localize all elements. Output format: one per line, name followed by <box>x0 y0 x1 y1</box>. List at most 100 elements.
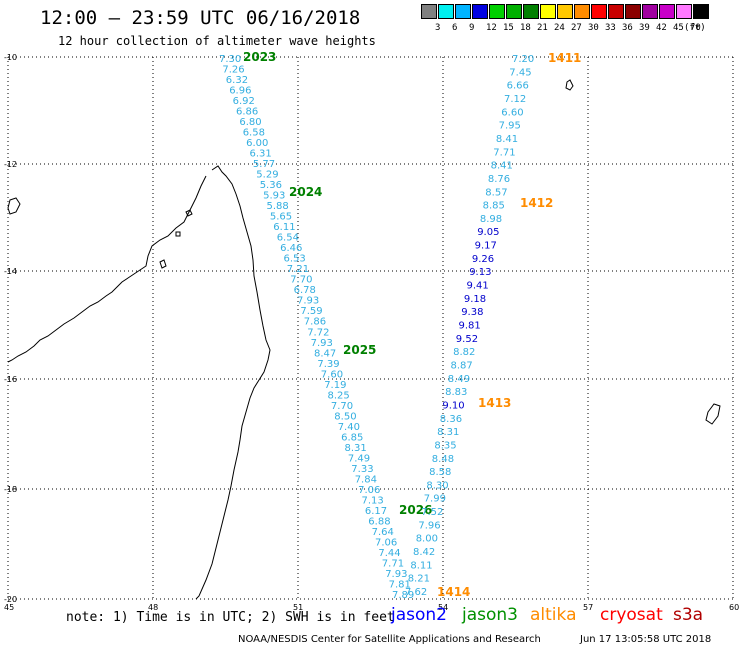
wave-height-value: 5.36 <box>260 180 282 191</box>
wave-height-value: 7.70 <box>331 401 353 412</box>
wave-height-value: 6.60 <box>501 107 523 118</box>
wave-height-value: 8.47 <box>314 348 336 359</box>
pass-label: 2026 <box>399 503 432 517</box>
wave-height-value: 7.93 <box>311 338 333 349</box>
wave-height-value: 8.41 <box>496 134 518 145</box>
lon-tick-label: 54 <box>438 603 448 612</box>
wave-height-value: 8.36 <box>440 414 462 425</box>
satellite-label-jason2: jason2 <box>391 605 447 625</box>
wave-height-value: 7.40 <box>338 422 360 433</box>
wave-height-value: 7.99 <box>424 494 446 505</box>
satellite-label-altika: altika <box>530 605 577 625</box>
wave-height-value: 9.13 <box>469 267 491 278</box>
wave-height-value: 7.71 <box>382 559 404 570</box>
legend-unit: (ft) <box>684 23 706 33</box>
lat-axis-labels: -10 -12 -14 -16 -18 -20 <box>4 53 17 604</box>
wave-height-value: 9.52 <box>456 334 478 345</box>
wave-height-value: 6.54 <box>277 233 299 244</box>
wave-height-value: 8.48 <box>432 454 454 465</box>
altimeter-track-west: 7.307.266.326.966.926.866.806.586.006.31… <box>219 54 414 601</box>
wave-height-value: 6.85 <box>341 432 363 443</box>
wave-height-value: 9.18 <box>464 294 486 305</box>
wave-height-value: 7.71 <box>493 147 515 158</box>
wave-height-value: 7.59 <box>300 306 322 317</box>
map-frame <box>7 56 734 600</box>
legend-label: 27 <box>571 23 582 33</box>
satellite-label-cryosat: cryosat <box>600 605 663 625</box>
wave-height-value: 8.00 <box>416 534 438 545</box>
page-title: 12:00 – 23:59 UTC 06/16/2018 <box>40 7 361 29</box>
madagascar-west-coast <box>7 175 207 363</box>
lon-axis-labels: 45 48 51 54 57 60 <box>4 603 739 612</box>
legend-swatch <box>421 4 437 19</box>
wave-height-value: 8.30 <box>426 480 448 491</box>
wave-height-value: 9.38 <box>461 307 483 318</box>
wave-height-value: 6.78 <box>294 285 316 296</box>
wave-height-value: 9.17 <box>475 241 497 252</box>
eastern-islands <box>565 79 721 425</box>
wave-height-value: 7.52 <box>421 507 443 518</box>
lon-tick-label: 45 <box>4 603 14 612</box>
wave-height-value: 7.30 <box>219 54 241 65</box>
legend-label: 39 <box>639 23 650 33</box>
wave-height-value: 8.82 <box>453 347 475 358</box>
legend-swatch <box>574 4 590 19</box>
wave-height-value: 6.66 <box>507 81 529 92</box>
wave-height-value: 7.95 <box>499 121 521 132</box>
wave-height-value: 8.58 <box>429 467 451 478</box>
legend-swatch <box>506 4 522 19</box>
wave-height-value: 7.86 <box>304 317 326 328</box>
generated-timestamp: Jun 17 13:05:58 UTC 2018 <box>580 634 712 645</box>
wave-height-value: 9.26 <box>472 254 494 265</box>
lon-tick-label: 51 <box>293 603 303 612</box>
pass-label: 1413 <box>478 396 511 410</box>
wave-height-value: 5.93 <box>263 191 285 202</box>
wave-height-value: 7.21 <box>287 264 309 275</box>
wave-height-value: 7.81 <box>389 580 411 591</box>
wave-height-value: 7.62 <box>405 587 427 598</box>
wave-height-value: 8.50 <box>334 411 356 422</box>
legend-label: 33 <box>605 23 616 33</box>
wave-height-value: 6.53 <box>284 254 306 265</box>
wave-height-value: 9.10 <box>442 400 464 411</box>
pass-labels: 2023 2024 2025 2026 1411 1412 1413 1414 <box>243 50 581 599</box>
lon-tick-label: 60 <box>729 603 739 612</box>
legend-label: 18 <box>520 23 531 33</box>
credit-text: NOAA/NESDIS Center for Satellite Applica… <box>238 634 541 645</box>
wave-height-value: 6.46 <box>280 243 302 254</box>
legend-label: 36 <box>622 23 633 33</box>
wave-height-value: 5.65 <box>270 212 292 223</box>
legend-swatch <box>438 4 454 19</box>
page-subtitle: 12 hour collection of altimeter wave hei… <box>58 34 376 48</box>
wave-height-value: 7.12 <box>504 94 526 105</box>
lat-tick-label: -20 <box>4 595 17 604</box>
wave-height-value: 7.89 <box>392 590 414 601</box>
legend-label: 21 <box>537 23 548 33</box>
madagascar-coastline <box>195 165 271 600</box>
wave-height-value: 5.29 <box>256 170 278 181</box>
satellite-label-s3a: s3a <box>673 605 704 625</box>
legend-label: 24 <box>554 23 565 33</box>
wave-height-value: 7.13 <box>362 495 384 506</box>
wave-height-value: 6.11 <box>273 222 295 233</box>
wave-height-value: 8.21 <box>408 574 430 585</box>
legend-label: 45 <box>673 23 684 33</box>
wave-height-value: 8.31 <box>437 427 459 438</box>
legend-swatch <box>540 4 556 19</box>
wave-height-value: 8.76 <box>488 174 510 185</box>
satellite-label-jason3: jason3 <box>462 605 518 625</box>
legend-swatch <box>625 4 641 19</box>
wave-height-value: 7.96 <box>418 520 440 531</box>
lon-tick-label: 48 <box>148 603 158 612</box>
legend-swatch <box>557 4 573 19</box>
wave-height-value: 7.06 <box>358 485 380 496</box>
pass-label: 2025 <box>343 343 376 357</box>
wave-height-value: 7.64 <box>372 527 394 538</box>
legend-swatch <box>591 4 607 19</box>
wave-height-value: 7.06 <box>375 538 397 549</box>
northwest-islands <box>7 197 193 269</box>
wave-height-value: 8.41 <box>491 161 513 172</box>
legend-label: 70 <box>690 23 701 33</box>
